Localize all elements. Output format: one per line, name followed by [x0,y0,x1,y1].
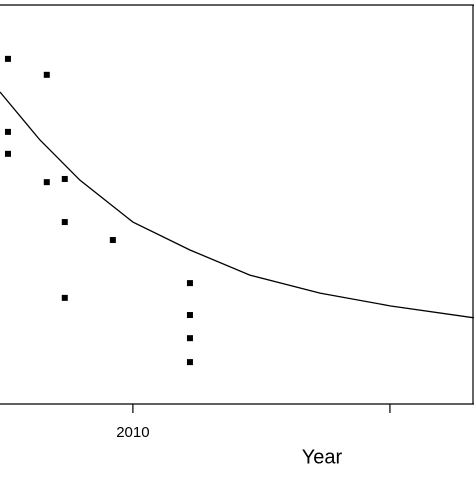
data-point [61,219,68,226]
data-point [4,128,11,135]
data-point [109,237,116,244]
data-point [4,55,11,62]
data-point [43,71,50,78]
data-point [186,335,193,342]
x-tick-label: 2010 [116,424,149,441]
data-point [186,280,193,287]
data-point [186,312,193,319]
data-point [43,179,50,186]
fit-curve [0,91,474,319]
x-axis-label: Year [302,446,343,468]
data-point [61,294,68,301]
data-point [4,150,11,157]
data-point [61,175,68,182]
data-point [186,359,193,366]
